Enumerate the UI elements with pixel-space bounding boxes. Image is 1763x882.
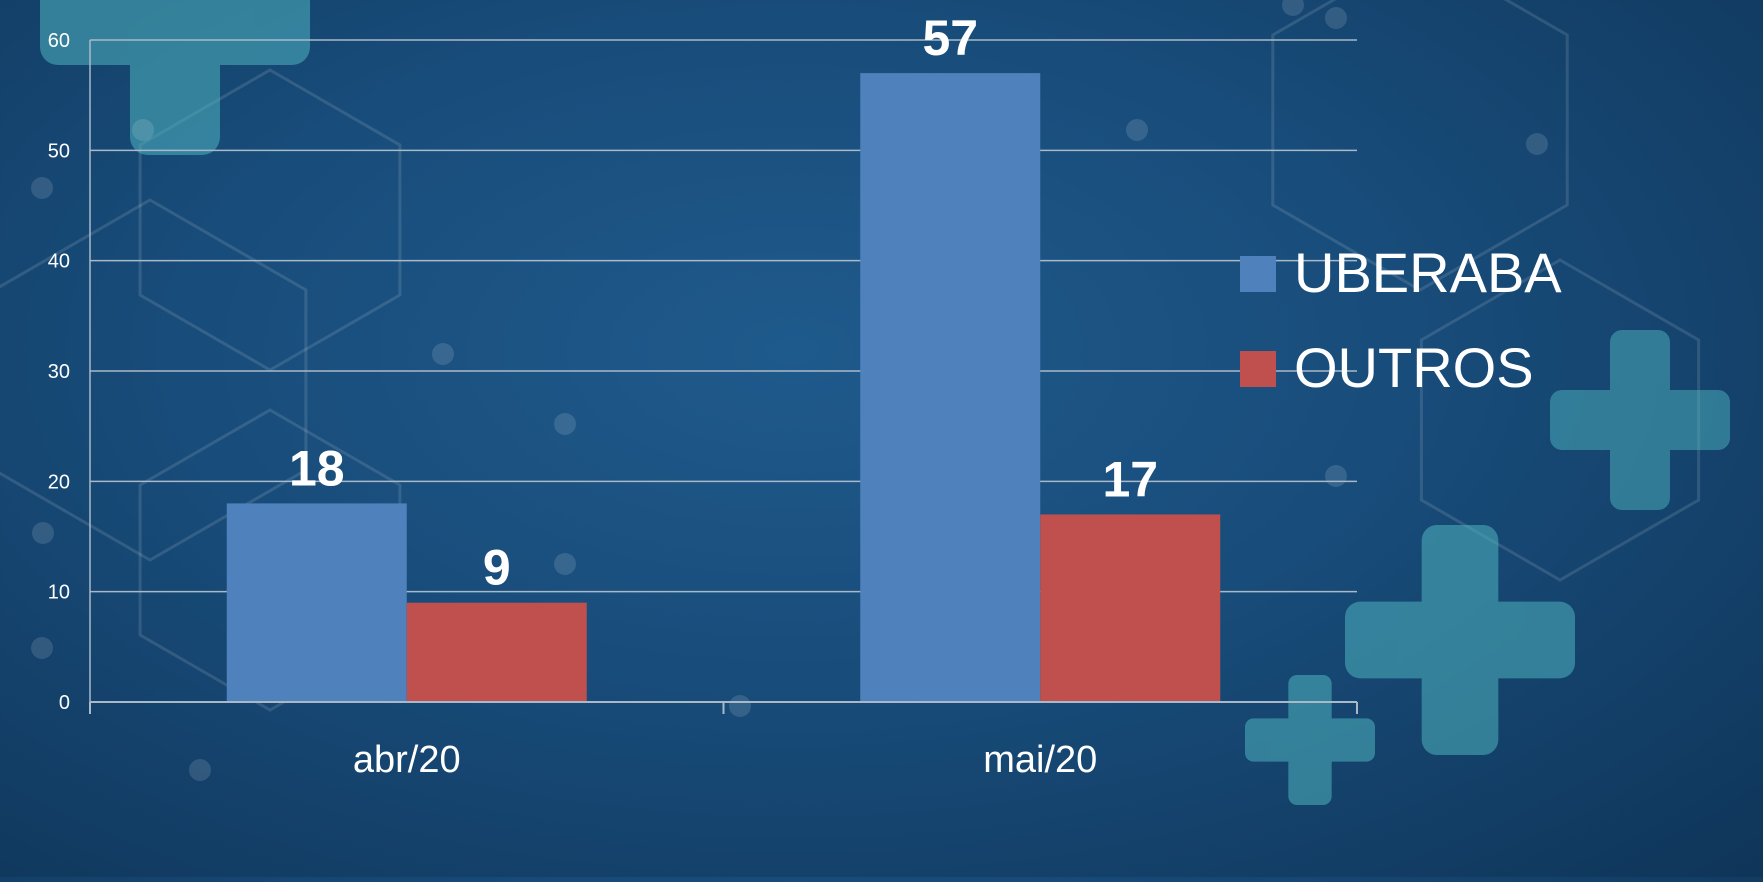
x-tick-label: mai/20 (983, 739, 1097, 781)
decor-dot (1282, 0, 1304, 16)
decor-dot (32, 522, 54, 544)
decor-hexagon (0, 198, 308, 562)
decor-dot (1526, 133, 1548, 155)
y-tick-label: 20 (48, 471, 70, 493)
x-tick-label: abr/20 (353, 739, 461, 781)
x-axis (89, 701, 1358, 714)
decor-cross (1550, 330, 1730, 510)
decor-dot (729, 695, 751, 717)
y-tick-label: 10 (48, 582, 70, 604)
decor-cross (1345, 525, 1575, 755)
y-tick-label: 0 (59, 692, 70, 714)
decor-hexagon (1419, 258, 1701, 582)
decor-dot (1325, 7, 1347, 29)
y-tick-label: 30 (48, 361, 70, 383)
decor-dot (189, 759, 211, 781)
y-tick-label: 60 (48, 30, 70, 52)
decor-dot (31, 637, 53, 659)
legend-label-uberaba: UBERABA (1294, 241, 1562, 304)
bar-outros-1 (1040, 514, 1221, 702)
decor-hexagon (1271, 0, 1569, 292)
data-label: 18 (289, 440, 345, 496)
y-axis-tick-labels: 0 10 20 30 40 50 60 (48, 30, 70, 714)
data-label: 9 (483, 540, 511, 596)
decor-dot (1325, 465, 1347, 487)
data-labels: 18 9 57 17 (289, 10, 1158, 596)
decor-hexagon (138, 408, 402, 712)
decor-dot (31, 177, 53, 199)
bars (226, 73, 1221, 703)
y-tick-label: 50 (48, 140, 70, 162)
y-tick-label: 40 (48, 251, 70, 273)
decor-dot (132, 119, 154, 141)
decor-cross (1245, 675, 1375, 805)
data-label: 57 (922, 10, 978, 66)
legend: UBERABA OUTROS (1240, 241, 1562, 399)
decor-dot (1126, 119, 1148, 141)
legend-swatch-uberaba (1240, 256, 1276, 292)
decor-dot (554, 553, 576, 575)
decor-dot (432, 343, 454, 365)
decor-cross (40, 0, 310, 155)
x-axis-tick-labels: abr/20 mai/20 (353, 739, 1097, 781)
decor-dot (554, 413, 576, 435)
bar-uberaba-0 (226, 503, 407, 702)
legend-swatch-outros (1240, 351, 1276, 387)
data-label: 17 (1102, 451, 1158, 507)
background-decoration (0, 0, 1730, 805)
legend-label-outros: OUTROS (1294, 336, 1534, 399)
bar-outros-0 (406, 602, 587, 702)
bar-uberaba-1 (860, 73, 1041, 703)
